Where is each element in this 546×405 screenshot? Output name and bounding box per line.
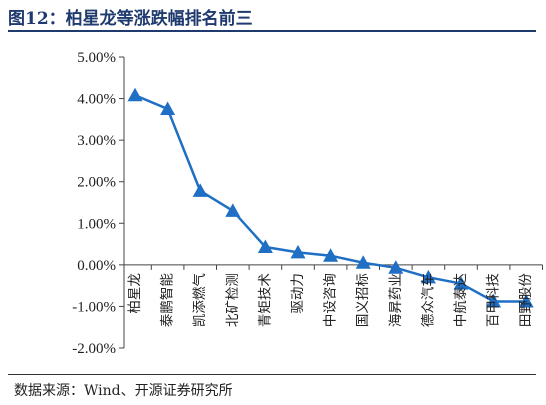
category-label: 海昇药业 — [388, 273, 404, 327]
category-label: 北矿检测 — [225, 273, 241, 327]
data-point-marker — [518, 293, 534, 308]
category-label: 田野股份 — [518, 273, 534, 327]
series-line — [134, 94, 527, 303]
data-point-marker — [388, 260, 404, 274]
data-point-marker — [323, 248, 339, 262]
y-tick-label: 3.00% — [77, 133, 116, 149]
data-point-marker — [486, 293, 502, 308]
category-label: 柏星龙 — [127, 273, 143, 314]
data-point-marker — [355, 255, 371, 269]
category-label: 凯添燃气 — [191, 273, 208, 327]
data-point-marker — [420, 269, 436, 284]
data-point-marker — [290, 244, 306, 259]
title-divider — [8, 30, 536, 32]
category-label: 驱动力 — [290, 273, 306, 314]
y-tick-label: 2.00% — [77, 175, 116, 191]
y-tick-label: 4.00% — [77, 92, 116, 108]
y-tick-label: 0.00% — [77, 258, 116, 274]
y-tick-label: 5.00% — [77, 50, 116, 66]
category-label: 中设咨询 — [323, 273, 339, 327]
category-label: 德众汽车 — [419, 273, 436, 327]
source-divider — [8, 374, 536, 375]
category-label: 国义招标 — [355, 273, 371, 327]
figure-title: 图12：柏星龙等涨跌幅排名前三 — [8, 9, 253, 29]
data-point-marker — [127, 87, 143, 102]
data-point-marker — [257, 239, 273, 253]
data-point-marker — [160, 101, 176, 115]
y-tick-label: 1.00% — [77, 216, 116, 232]
data-point-marker — [453, 276, 469, 290]
data-point-marker — [192, 183, 208, 197]
source-note: 数据来源：Wind、开源证券研究所 — [14, 383, 233, 399]
y-tick-label: -1.00% — [72, 299, 116, 315]
category-label: 中航泰达 — [453, 273, 469, 327]
data-point-marker — [225, 203, 241, 217]
category-label: 青矩技术 — [257, 273, 273, 327]
y-tick-label: -2.00% — [72, 341, 116, 357]
category-label: 百甲科技 — [486, 273, 502, 327]
category-label: 泰鹏智能 — [160, 273, 176, 327]
